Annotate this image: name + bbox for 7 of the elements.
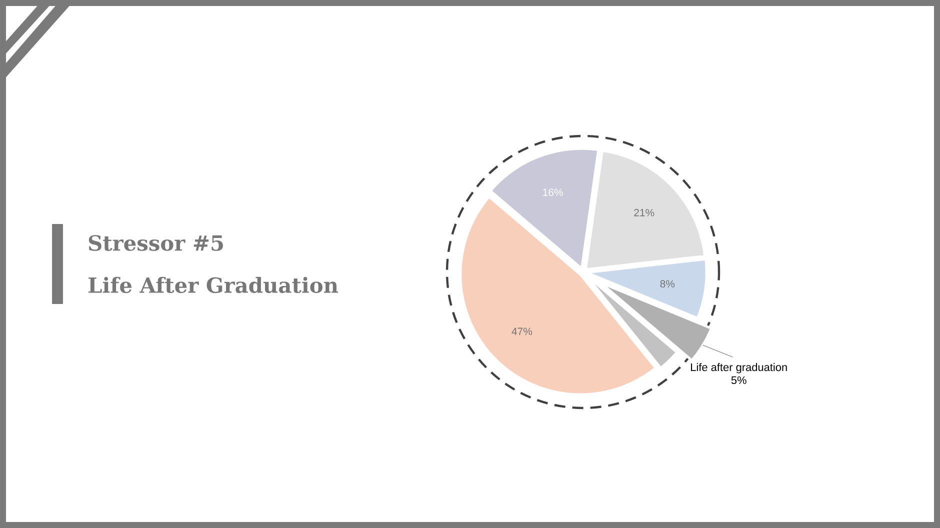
data-label: 8% <box>660 280 675 288</box>
text: Life After Graduation <box>88 276 338 294</box>
data-label: 21% <box>634 208 654 216</box>
data-label: 47% <box>512 328 532 336</box>
data-label: 5% <box>731 376 746 384</box>
slice-label: Life after graduation <box>691 363 787 374</box>
text: Stressor #5 <box>88 235 223 251</box>
